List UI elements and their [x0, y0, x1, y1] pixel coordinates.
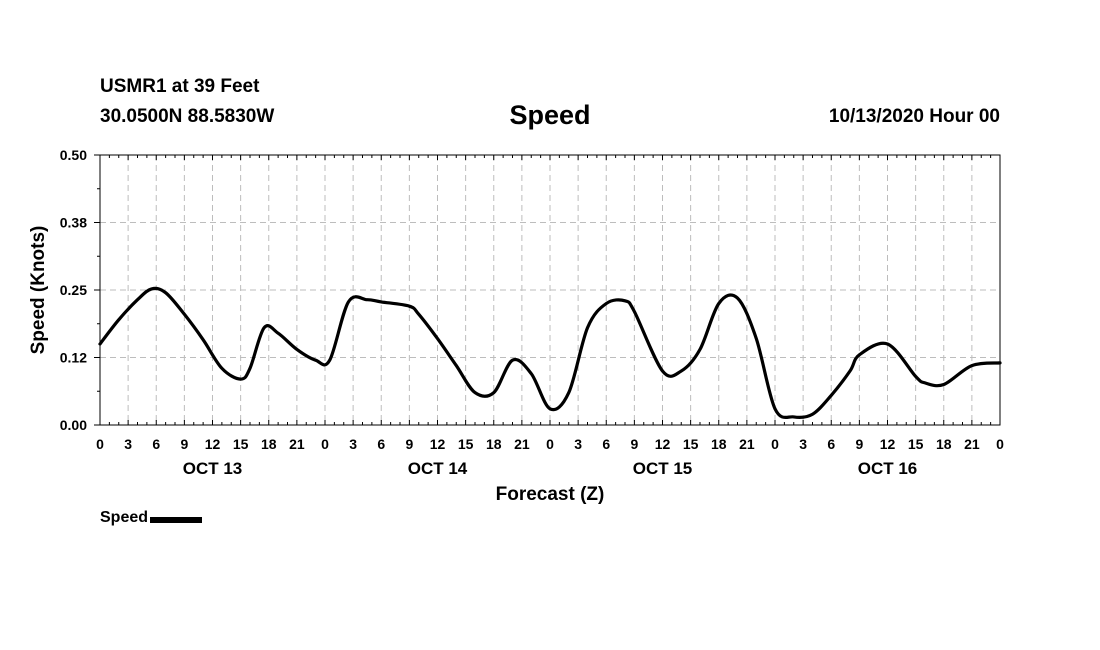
day-label: OCT 16: [858, 459, 918, 478]
x-tick-label: 6: [602, 436, 610, 452]
chart-title: Speed: [509, 100, 591, 130]
x-tick-label: 3: [799, 436, 807, 452]
x-tick-label: 6: [152, 436, 160, 452]
x-tick-label: 18: [711, 436, 727, 452]
y-tick-label: 0.38: [60, 215, 87, 231]
x-tick-label: 12: [655, 436, 671, 452]
x-tick-label: 0: [96, 436, 104, 452]
x-tick-label: 3: [574, 436, 582, 452]
x-tick-label: 21: [289, 436, 305, 452]
x-tick-label: 18: [936, 436, 952, 452]
x-tick-label: 9: [630, 436, 638, 452]
day-label: OCT 14: [408, 459, 468, 478]
series-layer: [98, 286, 1002, 420]
x-tick-label: 0: [996, 436, 1004, 452]
x-tick-label: 0: [771, 436, 779, 452]
station-label: USMR1 at 39 Feet: [100, 76, 260, 97]
y-axis-title: Speed (Knots): [28, 226, 49, 355]
x-tick-label: 15: [908, 436, 924, 452]
x-tick-label: 6: [827, 436, 835, 452]
x-tick-label: 15: [683, 436, 699, 452]
grid-lines: [100, 155, 1000, 425]
x-tick-label: 3: [124, 436, 132, 452]
x-tick-label: 18: [261, 436, 277, 452]
day-label: OCT 15: [633, 459, 693, 478]
x-tick-label: 9: [855, 436, 863, 452]
x-tick-label: 21: [514, 436, 530, 452]
x-tick-label: 12: [880, 436, 896, 452]
y-tick-label: 0.00: [60, 417, 87, 433]
x-tick-label: 21: [964, 436, 980, 452]
x-tick-label: 6: [377, 436, 385, 452]
x-tick-label: 12: [205, 436, 221, 452]
x-tick-label: 18: [486, 436, 502, 452]
series-line-speed: [98, 286, 1002, 420]
legend-label: Speed: [100, 509, 149, 526]
x-tick-label: 9: [405, 436, 413, 452]
x-tick-label: 0: [321, 436, 329, 452]
x-tick-label: 15: [458, 436, 474, 452]
coordinates-label: 30.0500N 88.5830W: [100, 106, 275, 127]
x-tick-label: 0: [546, 436, 554, 452]
datetime-label: 10/13/2020 Hour 00: [828, 106, 1000, 127]
y-tick-label: 0.25: [60, 282, 87, 298]
y-tick-label: 0.12: [60, 350, 87, 366]
day-label: OCT 13: [183, 459, 243, 478]
axis-ticks: [94, 154, 1001, 426]
legend-swatch: [150, 517, 203, 523]
legend: Speed: [100, 509, 203, 527]
y-tick-label: 0.50: [60, 147, 87, 163]
x-tick-label: 3: [349, 436, 357, 452]
x-axis-title: Forecast (Z): [496, 484, 605, 505]
axis-labels: 0 3 6 9 12 15 18 21 0 3 6 9 12 15 18 21 0 3 6 9 12 15 18 21 0 3 6 9…: [28, 147, 1004, 505]
x-tick-label: 21: [739, 436, 755, 452]
x-tick-label: 15: [233, 436, 249, 452]
x-tick-label: 12: [430, 436, 446, 452]
x-tick-label: 9: [180, 436, 188, 452]
